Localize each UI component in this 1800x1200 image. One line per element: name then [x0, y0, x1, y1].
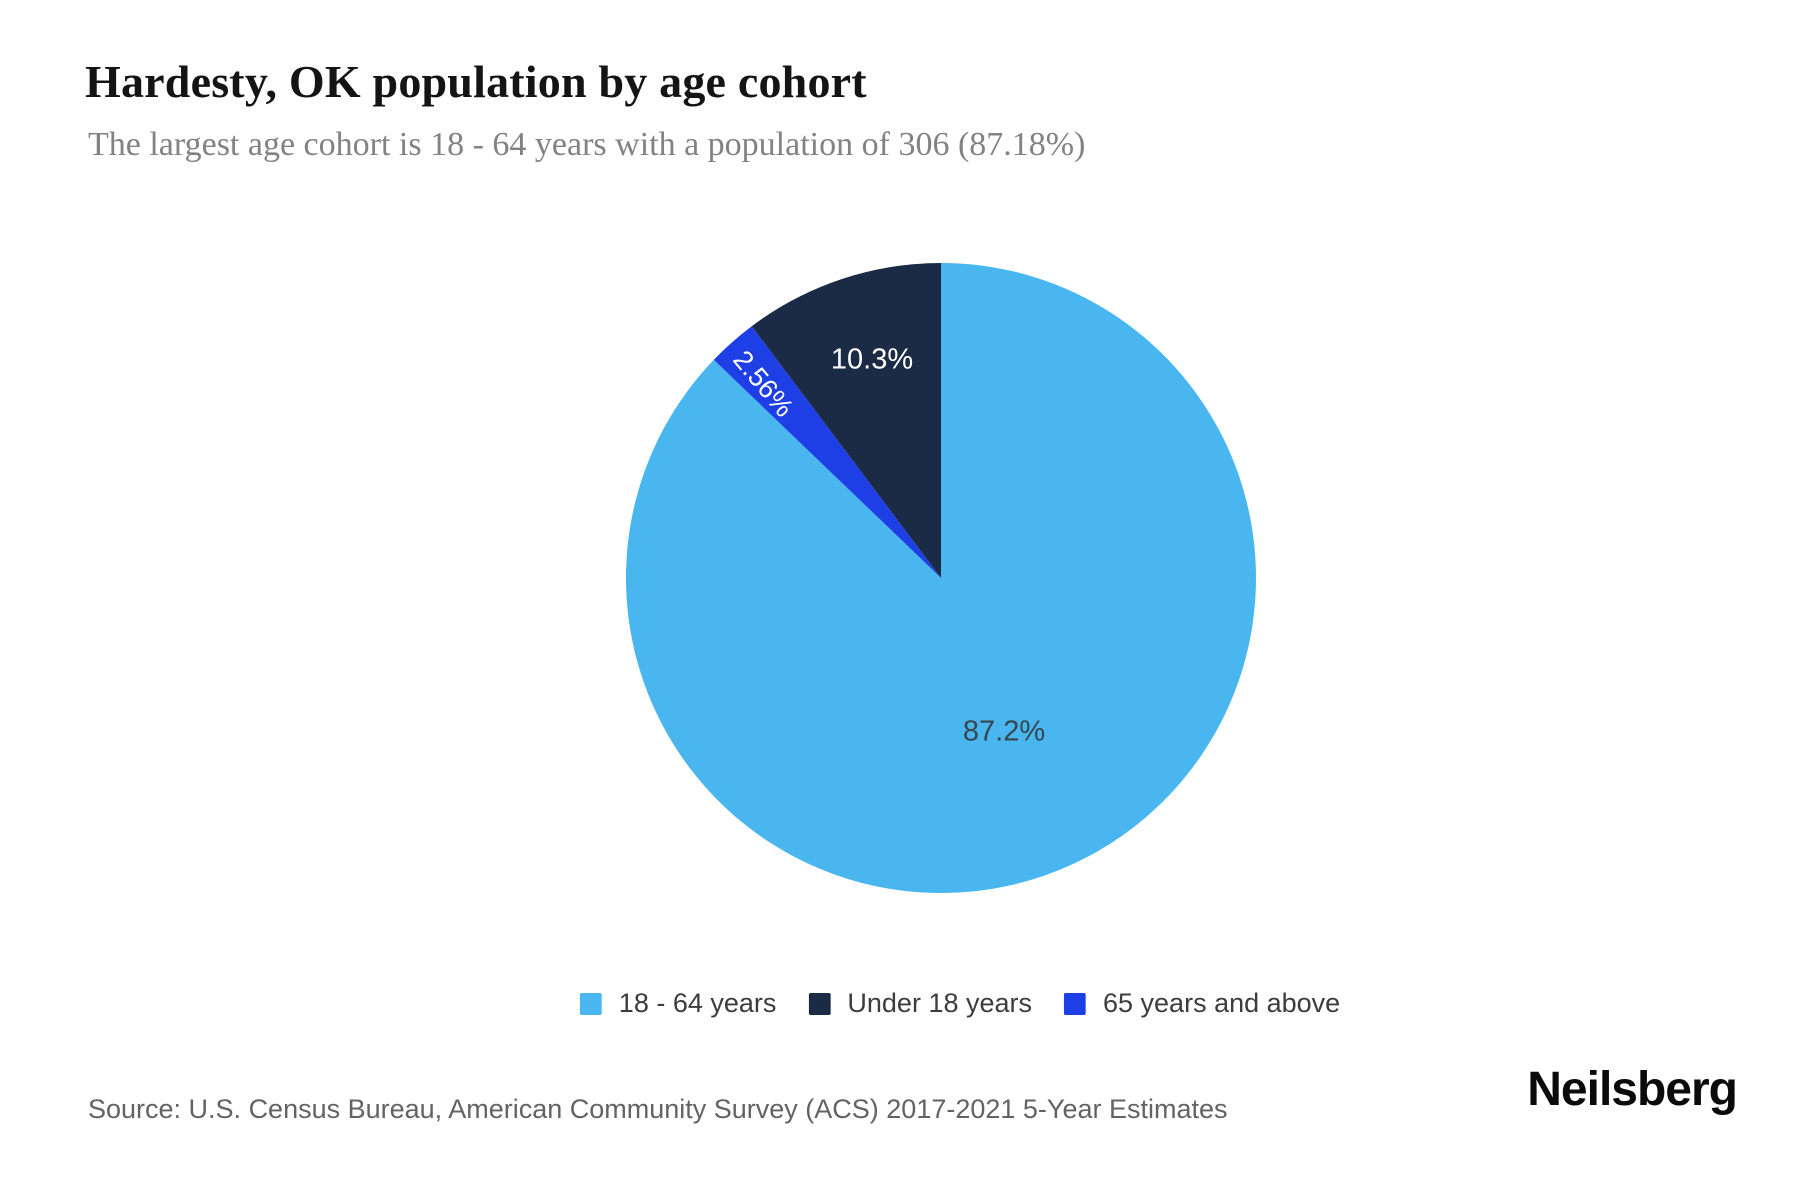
pie-chart: [625, 263, 1256, 894]
legend-label: 65 years and above: [1103, 988, 1341, 1018]
page-title: Hardesty, OK population by age cohort: [85, 56, 867, 107]
legend-swatch-65-years-and-above-icon: [1064, 992, 1087, 1015]
source-attribution: Source: U.S. Census Bureau, American Com…: [88, 1094, 1228, 1124]
neilsberg-logo[interactable]: Neilsberg: [1527, 1063, 1738, 1116]
pie-slice-18-64-years[interactable]: [625, 263, 1256, 894]
chart-subtitle: The largest age cohort is 18 - 64 years …: [88, 126, 1086, 163]
pie-label-18-64-years: 87.2%: [962, 715, 1046, 748]
legend-item-18-64-years[interactable]: 18 - 64 years: [579, 988, 777, 1019]
legend-swatch-18-64-years-icon: [579, 992, 602, 1015]
pie-svg: [625, 263, 1256, 894]
legend-label: 18 - 64 years: [618, 988, 777, 1018]
legend-item-65-years-and-above[interactable]: 65 years and above: [1064, 988, 1340, 1019]
legend-label: Under 18 years: [847, 988, 1033, 1018]
chart-legend: 18 - 64 years Under 18 years 65 years an…: [579, 988, 1340, 1019]
legend-swatch-under-18-years-icon: [808, 992, 831, 1015]
pie-slice-under-18-years[interactable]: [751, 263, 941, 578]
pie-slice-65-years-and-above[interactable]: [713, 326, 941, 578]
pie-label-under-18-years: 10.3%: [830, 343, 914, 376]
legend-item-under-18-years[interactable]: Under 18 years: [808, 988, 1032, 1019]
